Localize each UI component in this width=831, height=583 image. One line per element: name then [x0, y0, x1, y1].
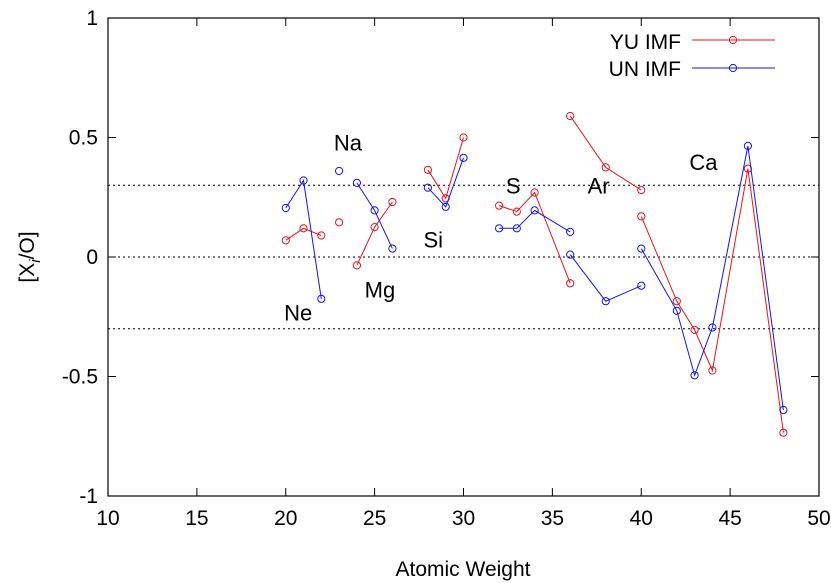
x-tick-label: 50: [807, 507, 830, 530]
x-tick-label: 30: [452, 507, 475, 530]
data-point: [441, 194, 450, 203]
element-annotations: Na Ne Mg Si S Ar Ca: [284, 131, 718, 326]
y-tick-label: -1: [79, 485, 98, 508]
x-tick-label: 40: [630, 507, 653, 530]
data-point: [566, 227, 575, 236]
y-tick-label: 0: [86, 246, 98, 269]
y-axis-label: [Xi/O]: [16, 231, 44, 282]
series-line: [356, 182, 393, 249]
y-tick-label: 0.5: [69, 127, 98, 150]
legend: YU IMF UN IMF: [609, 31, 775, 81]
annotation-label: Ar: [588, 174, 610, 199]
annotation-label: Na: [334, 131, 363, 156]
series-line: [356, 201, 393, 266]
series-line: [640, 168, 784, 433]
data-point: [370, 206, 379, 215]
series-line: [569, 115, 642, 191]
data-point: [281, 203, 290, 213]
x-axis-label: Atomic Weight: [396, 558, 531, 581]
data-point: [299, 224, 308, 233]
data-point: [708, 366, 717, 375]
axis-ticks: [107, 17, 820, 497]
data-point: [495, 224, 504, 233]
data-point: [530, 188, 539, 197]
data-point: [370, 223, 379, 232]
series-line: [427, 137, 464, 200]
x-tick-label: 15: [185, 507, 208, 530]
series-layer: [281, 111, 788, 437]
data-point: [459, 133, 468, 142]
data-point: [352, 261, 361, 270]
x-tick-label: 45: [718, 507, 741, 530]
series-line: [498, 191, 571, 284]
reference-lines: [108, 184, 819, 330]
series-1: [281, 141, 788, 415]
y-axis-label-sub: i: [27, 259, 44, 263]
data-point: [779, 428, 788, 437]
data-point: [352, 178, 361, 187]
y-tick-label: -0.5: [62, 366, 98, 389]
data-point: [601, 163, 610, 172]
annotation-label: Mg: [365, 278, 396, 303]
annotation-label: S: [506, 174, 521, 199]
y-axis-label-tail: /O]: [16, 231, 39, 259]
data-point: [335, 218, 344, 227]
data-point: [779, 405, 788, 415]
data-point: [690, 371, 699, 380]
data-point: [281, 236, 290, 245]
legend-label-yu: YU IMF: [610, 31, 681, 54]
data-point: [566, 250, 575, 259]
data-point: [495, 201, 504, 210]
annotation-label: Ca: [689, 150, 718, 175]
x-tick-labels: 10 15 20 25 30 35 40 45 50: [96, 507, 830, 530]
data-point: [423, 165, 432, 174]
data-point: [601, 297, 610, 306]
data-point: [743, 141, 753, 150]
data-point: [317, 231, 326, 240]
data-point: [672, 297, 681, 306]
series-line: [640, 145, 784, 411]
x-tick-label: 35: [541, 507, 564, 530]
data-point: [708, 323, 717, 332]
series-line: [569, 254, 642, 302]
data-point: [388, 244, 397, 253]
x-tick-label: 10: [96, 507, 119, 530]
data-point: [566, 111, 575, 121]
data-point: [335, 166, 344, 176]
data-point: [317, 294, 326, 303]
data-point: [743, 164, 753, 173]
y-axis-label-main: [X: [16, 263, 39, 283]
data-point: [637, 186, 646, 195]
data-point: [441, 202, 450, 211]
x-tick-label: 25: [363, 507, 386, 530]
y-tick-labels: -1 -0.5 0 0.5 1: [62, 7, 98, 508]
data-point: [512, 224, 521, 233]
series-line: [499, 209, 571, 233]
data-point: [637, 244, 646, 253]
data-point: [566, 279, 575, 288]
annotation-label: Si: [424, 227, 444, 252]
legend-marker-un: [728, 63, 738, 73]
annotation-label: Ne: [284, 300, 312, 325]
data-point: [423, 183, 432, 192]
data-point: [299, 176, 308, 185]
data-point: [672, 306, 681, 315]
data-point: [637, 281, 646, 290]
series-line: [427, 157, 464, 208]
data-point: [512, 207, 521, 216]
y-tick-label: 1: [86, 7, 98, 30]
data-point: [530, 206, 539, 215]
series-line: [285, 227, 322, 241]
data-point: [690, 325, 699, 334]
legend-marker-yu: [728, 35, 738, 45]
legend-label-un: UN IMF: [609, 58, 681, 81]
data-point: [637, 212, 646, 221]
x-tick-label: 20: [274, 507, 297, 530]
series-line: [285, 179, 322, 299]
data-point: [459, 153, 468, 162]
data-point: [388, 197, 397, 207]
